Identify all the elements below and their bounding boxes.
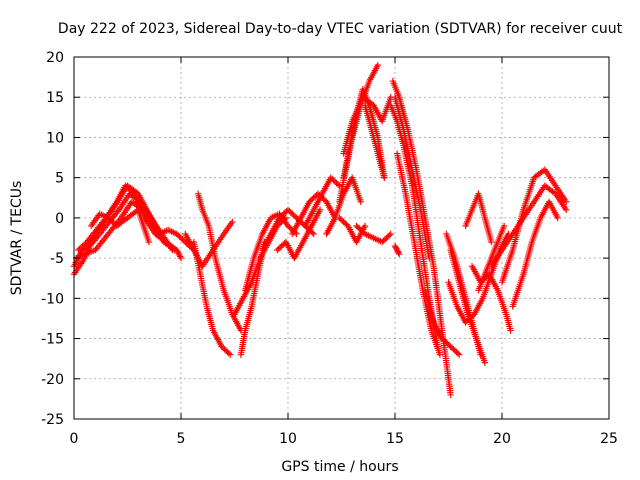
x-tick-label: 15 [386, 431, 404, 447]
y-tick-label: -15 [41, 332, 64, 348]
data-point [88, 239, 95, 247]
data-point [374, 61, 382, 69]
data-point [169, 245, 177, 253]
series-track-29 [421, 287, 463, 358]
y-tick-label: -25 [41, 412, 64, 428]
plot-frame [73, 56, 610, 420]
y-tick-label: 0 [55, 211, 64, 227]
data-point [227, 351, 234, 358]
y-axis-label: SDTVAR / TECUs [9, 181, 25, 296]
series-track-14 [274, 206, 324, 262]
series-track-38 [509, 198, 561, 310]
x-tick-label: 0 [70, 431, 79, 447]
data-point [395, 249, 402, 256]
data-point [488, 238, 495, 246]
data-point [550, 189, 558, 196]
series-track-22 [353, 222, 394, 246]
series-track-4 [75, 182, 163, 254]
series-track-8 [190, 238, 234, 358]
series-track-31 [447, 246, 489, 366]
data-point [563, 198, 570, 205]
x-tick-label: 20 [493, 431, 511, 447]
series-track-28 [391, 242, 403, 258]
data-point [381, 174, 388, 181]
tick-labels: 0 5 10 15 20 25 -25 -20 -15 -10 -5 0 5 10 15 20 [41, 50, 618, 447]
y-tick-label: 10 [46, 130, 64, 146]
data-point [481, 359, 489, 366]
axis-ticks [73, 56, 610, 420]
data-point [171, 246, 178, 254]
series-track-23 [361, 102, 388, 181]
data-point [386, 232, 393, 239]
y-tick-label: 5 [55, 171, 64, 187]
y-tick-label: 20 [46, 50, 64, 66]
data-point [357, 198, 364, 205]
data-point [447, 391, 454, 399]
data-point [540, 167, 547, 174]
data-point [396, 250, 403, 258]
series-track-36 [488, 182, 570, 270]
series-track-20 [336, 61, 382, 205]
series-track-9 [194, 190, 245, 334]
data-point [507, 327, 514, 334]
series-track-26 [391, 94, 433, 262]
chart-title: Day 222 of 2023, Sidereal Day-to-day VTE… [58, 21, 623, 37]
y-tick-label: 15 [46, 90, 64, 106]
series-track-33 [462, 190, 495, 246]
data-point [554, 214, 561, 222]
y-tick-label: -20 [41, 372, 64, 388]
data-point [82, 240, 89, 247]
data-point [456, 351, 463, 358]
data-point [225, 350, 232, 357]
x-tick-label: 5 [177, 431, 186, 447]
data-point [229, 218, 236, 226]
data-point [500, 222, 508, 230]
data-point [361, 222, 369, 230]
series-track-35 [475, 222, 508, 294]
x-tick-label: 10 [279, 431, 297, 447]
data-point [563, 206, 570, 214]
y-tick-label: -5 [50, 251, 64, 267]
x-tick-label: 25 [600, 431, 618, 447]
series-track-21 [340, 94, 394, 157]
data-point [387, 230, 394, 238]
data-point [177, 254, 185, 262]
series-track-15 [289, 190, 339, 238]
y-tick-label: -10 [41, 291, 64, 307]
series-track-5 [87, 206, 153, 246]
data-point [310, 230, 317, 238]
data-point [454, 350, 461, 357]
data-point [436, 351, 444, 358]
data-point [426, 254, 433, 262]
x-axis-label: GPS time / hours [281, 459, 398, 475]
data-point [336, 182, 343, 189]
series-track-37 [498, 166, 570, 286]
data-point [145, 238, 153, 246]
data-points [70, 61, 570, 399]
data-point [316, 206, 324, 214]
